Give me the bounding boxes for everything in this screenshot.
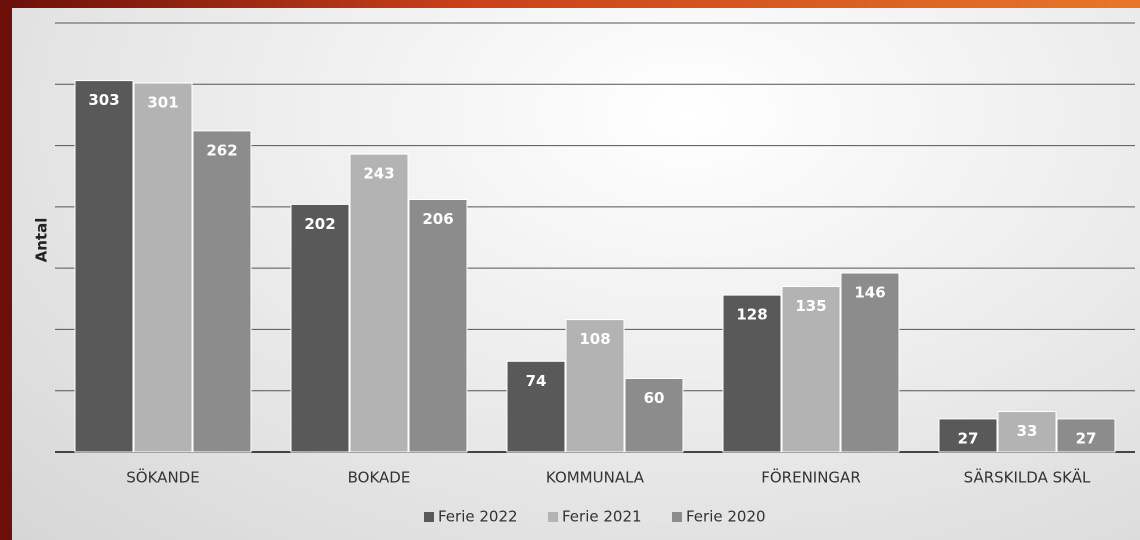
data-label: 108 bbox=[579, 330, 610, 348]
y-axis-title: Antal bbox=[33, 218, 51, 263]
x-tick-label: SÖKANDE bbox=[126, 468, 199, 487]
bar bbox=[193, 131, 251, 452]
legend-swatch bbox=[672, 512, 682, 522]
bar bbox=[75, 81, 133, 452]
legend-label: Ferie 2021 bbox=[562, 508, 642, 526]
data-label: 128 bbox=[736, 306, 767, 324]
data-label: 135 bbox=[795, 297, 826, 315]
data-label: 301 bbox=[147, 94, 178, 112]
data-label: 243 bbox=[363, 165, 394, 183]
legend-swatch bbox=[424, 512, 434, 522]
data-label: 202 bbox=[304, 215, 335, 233]
data-label: 27 bbox=[958, 429, 979, 447]
x-tick-label: FÖRENINGAR bbox=[761, 468, 861, 487]
bar bbox=[350, 154, 408, 452]
legend-label: Ferie 2022 bbox=[438, 508, 518, 526]
bar bbox=[291, 204, 349, 452]
legend-label: Ferie 2020 bbox=[686, 508, 766, 526]
chart: Antal SÖKANDE 303 301 262 BOKADE 202 243 206 KOM… bbox=[0, 0, 1140, 540]
bar bbox=[409, 200, 467, 452]
bar bbox=[134, 83, 192, 452]
data-label: 33 bbox=[1017, 422, 1038, 440]
data-label: 262 bbox=[206, 141, 237, 159]
data-label: 60 bbox=[644, 389, 665, 407]
slide: Antal SÖKANDE 303 301 262 BOKADE 202 243 206 KOM… bbox=[0, 0, 1140, 540]
data-label: 303 bbox=[88, 91, 119, 109]
x-tick-label: SÄRSKILDA SKÄL bbox=[964, 468, 1091, 487]
data-label: 27 bbox=[1076, 429, 1097, 447]
x-tick-label: KOMMUNALA bbox=[546, 469, 645, 487]
data-label: 74 bbox=[526, 372, 547, 390]
x-tick-label: BOKADE bbox=[348, 469, 411, 487]
data-label: 146 bbox=[854, 284, 885, 302]
data-label: 206 bbox=[422, 210, 453, 228]
legend-swatch bbox=[548, 512, 558, 522]
